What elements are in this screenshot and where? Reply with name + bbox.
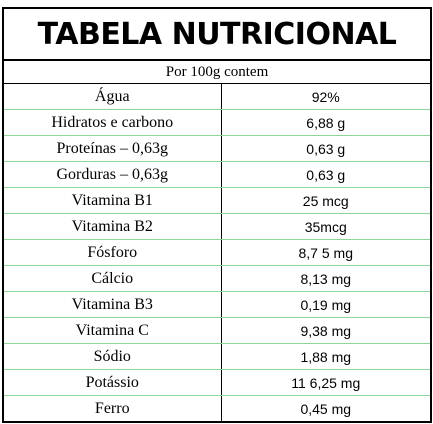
table-row: Sódio 1,88 mg <box>2 343 432 370</box>
nutrient-name-cell[interactable]: Hidratos e carbono <box>2 109 222 136</box>
nutrient-name-cell[interactable]: Vitamina B1 <box>2 187 222 214</box>
table-row: Fósforo 8,7 5 mg <box>2 239 432 266</box>
table-row: Gorduras – 0,63g 0,63 g <box>2 161 432 188</box>
nutrition-table: TABELA NUTRICIONAL Por 100g contem Água 9… <box>2 7 432 423</box>
nutrient-value-cell[interactable]: 9,38 mg <box>220 317 432 344</box>
table-row: Vitamina C 9,38 mg <box>2 317 432 344</box>
table-title[interactable]: TABELA NUTRICIONAL <box>2 7 432 61</box>
nutrient-name-cell[interactable]: Água <box>2 83 222 110</box>
nutrient-name-cell[interactable]: Proteínas – 0,63g <box>2 135 222 162</box>
nutrient-value-cell[interactable]: 92% <box>220 83 432 110</box>
table-row: Vitamina B1 25 mcg <box>2 187 432 214</box>
nutrient-value-cell[interactable]: 8,7 5 mg <box>220 239 432 266</box>
nutrient-name-cell[interactable]: Vitamina B3 <box>2 291 222 318</box>
nutrient-name-cell[interactable]: Cálcio <box>2 265 222 292</box>
table-row: Vitamina B2 35mcg <box>2 213 432 240</box>
nutrient-name-cell[interactable]: Vitamina C <box>2 317 222 344</box>
nutrient-name-cell[interactable]: Gorduras – 0,63g <box>2 161 222 188</box>
table-subtitle[interactable]: Por 100g contem <box>2 59 432 84</box>
nutrient-value-cell[interactable]: 11 6,25 mg <box>220 369 432 396</box>
nutrient-name-cell[interactable]: Vitamina B2 <box>2 213 222 240</box>
table-row: Cálcio 8,13 mg <box>2 265 432 292</box>
table-row: Água 92% <box>2 83 432 110</box>
table-row: Ferro 0,45 mg <box>2 395 432 423</box>
table-row: Proteínas – 0,63g 0,63 g <box>2 135 432 162</box>
nutrient-value-cell[interactable]: 0,63 g <box>220 161 432 188</box>
nutrient-name-cell[interactable]: Sódio <box>2 343 222 370</box>
nutrient-name-cell[interactable]: Potássio <box>2 369 222 396</box>
nutrient-value-cell[interactable]: 0,19 mg <box>220 291 432 318</box>
nutrient-name-cell[interactable]: Ferro <box>2 395 222 423</box>
table-row: Potássio 11 6,25 mg <box>2 369 432 396</box>
nutrient-value-cell[interactable]: 6,88 g <box>220 109 432 136</box>
nutrient-value-cell[interactable]: 35mcg <box>220 213 432 240</box>
nutrient-value-cell[interactable]: 0,45 mg <box>220 395 432 423</box>
nutrient-value-cell[interactable]: 0,63 g <box>220 135 432 162</box>
table-row: Vitamina B3 0,19 mg <box>2 291 432 318</box>
nutrient-value-cell[interactable]: 25 mcg <box>220 187 432 214</box>
nutrient-value-cell[interactable]: 8,13 mg <box>220 265 432 292</box>
table-row: Hidratos e carbono 6,88 g <box>2 109 432 136</box>
nutrient-value-cell[interactable]: 1,88 mg <box>220 343 432 370</box>
nutrient-name-cell[interactable]: Fósforo <box>2 239 222 266</box>
